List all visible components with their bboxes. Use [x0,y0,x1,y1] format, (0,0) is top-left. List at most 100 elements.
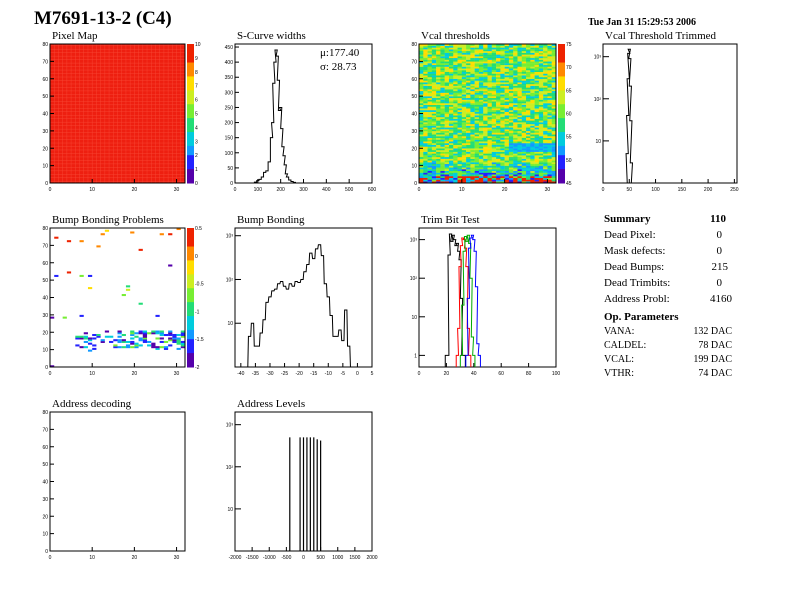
vcal-thresholds-heat-cell [534,80,540,83]
vcal-thresholds-heat-cell [508,143,514,145]
vcal-thresholds-heat-cell [551,63,557,66]
vcal-thresholds-heat-cell [466,116,471,119]
vcal-thresholds-heat-cell [487,54,492,57]
vcal-thresholds-heat-cell [543,158,548,161]
vcal-thresholds-heat-cell [491,50,497,53]
vcal-thresholds-heat-cell [538,153,544,156]
title-bump-bonding-problems: Bump Bonding Problems [52,214,164,226]
vcal-thresholds-heat-cell [551,143,557,145]
vcal-thresholds-heat-cell [534,116,540,119]
vcal-thresholds-heat-cell [427,111,433,114]
vcal-thresholds-heat-cell [517,99,522,102]
vcal-thresholds-heat-cell [534,111,540,114]
vcal-thresholds-heat-cell [534,146,540,149]
vcal-thresholds-heat-cell [547,101,552,104]
vcal-thresholds-heat-cell [483,73,488,76]
vcal-thresholds-heat-cell [538,163,544,166]
scurve-widths-ytick-label: 450 [225,45,234,51]
vcal-thresholds-heat-cell [466,169,471,172]
vcal-thresholds-heat-cell [504,96,510,99]
vcal-thresholds-heat-cell [457,61,463,64]
vcal-thresholds-heat-cell [483,177,488,180]
vcal-thresholds-heat-cell [466,155,471,158]
vcal-thresholds-heat-cell [474,106,480,109]
vcal-thresholds-heat-cell [526,132,531,135]
vcal-thresholds-heat-cell [419,113,424,116]
vcal-thresholds-heat-cell [453,163,458,166]
vcal-thresholds-heat-cell [461,94,467,97]
vcal-thresholds-heat-cell [500,169,505,172]
vcal-thresholds-heat-cell [543,118,548,121]
vcal-thresholds-heat-cell [461,172,467,175]
vcal-thresholds-heat-cell [474,68,480,71]
scurve-stats: μ:177.40 σ: 28.73 [320,46,359,74]
bump-bonding-problems-colorbar-cell [187,274,194,280]
vcal-thresholds-heat-cell [448,50,454,53]
bump-bonding-frame [234,227,373,368]
vcal-thresholds-heat-cell [530,176,535,178]
vcal-thresholds-heat-cell [478,162,484,165]
vcal-thresholds-heat-cell [427,141,433,144]
vcal-thresholds-heat-cell [483,181,488,184]
vcal-thresholds-heat-cell [461,170,467,173]
vcal-thresholds-heat-cell [478,94,484,97]
vcal-thresholds-heat-cell [483,151,488,154]
bump-bonding-problems-heat-cell [134,346,139,349]
vcal-thresholds-heat-cell [526,68,531,71]
vcal-thresholds-heat-cell [496,176,501,178]
vcal-thresholds-heat-cell [543,89,548,92]
vcal-thresholds-heat-cell [453,61,458,64]
vcal-thresholds-heat-cell [419,94,424,97]
vcal-thresholds-heat-cell [474,162,480,165]
vcal-thresholds-heat-cell [448,63,454,66]
vcal-thresholds-heat-cell [517,167,522,170]
vcal-thresholds-heat-cell [530,90,535,93]
vcal-thresholds-heat-cell [487,111,492,114]
vcal-thresholds-heat-cell [444,122,450,125]
vcal-thresholds-heat-cell [500,137,505,140]
vcal-thresholds-heat-cell [427,54,433,57]
vcal-thresholds-heat-cell [466,151,471,154]
vcal-thresholds-heat-cell [513,71,518,74]
vcal-thresholds-heat-cell [440,87,445,90]
vcal-thresholds-heat-cell [551,151,557,154]
vcal-thresholds-heat-cell [551,115,557,118]
vcal-thresholds-heat-cell [521,44,527,46]
vcal-thresholds-heat-cell [427,172,433,175]
vcal-thresholds-heat-cell [440,125,445,128]
vcal-thresholds-heat-cell [526,110,531,112]
vcal-thresholds-heat-cell [487,71,492,74]
vcal-thresholds-heat-cell [530,174,535,177]
vcal-thresholds-heat-cell [419,115,424,118]
bump-bonding-problems-colorbar-cell [187,269,194,275]
vcal-thresholds-heat-cell [521,129,527,132]
vcal-thresholds-heat-cell [547,45,552,48]
pixel-map-ytick-label: 70 [42,59,48,65]
vcal-thresholds-heat-cell [470,85,475,88]
vcal-thresholds-heat-cell [440,165,445,168]
vcal-thresholds-heat-cell [466,136,471,139]
vcal-thresholds-heat-cell [487,94,492,97]
vcal-thresholds-heat-cell [427,179,433,182]
vcal-thresholds-heat-cell [453,83,458,86]
vcal-thresholds-heat-cell [419,174,424,177]
vcal-thresholds-heat-cell [487,139,492,142]
vcal-thresholds-heat-cell [487,167,492,170]
vcal-thresholds-heat-cell [423,155,428,158]
address-decoding-ytick-label: 10 [42,532,48,538]
vcal-thresholds-heat-cell [423,50,428,53]
vcal-thresholds-heat-cell [419,153,424,156]
vcal-thresholds-heat-cell [508,87,514,90]
vcal-thresholds-heat-cell [461,146,467,149]
vcal-thresholds-heat-cell [500,94,505,97]
vcal-thresholds-colorbar-cell [558,169,565,175]
vcal-thresholds-heat-cell [491,96,497,99]
vcal-thresholds-heat-cell [419,45,424,48]
vcal-thresholds-heat-cell [474,132,480,135]
vcal-thresholds-heat-cell [543,155,548,158]
vcal-thresholds-heat-cell [453,115,458,118]
vcal-thresholds-heat-cell [530,111,535,114]
bump-bonding-problems-colorbar-cell [187,241,194,248]
vcal-thresholds-heat-cell [521,120,527,123]
vcal-thresholds-heat-cell [466,97,471,100]
